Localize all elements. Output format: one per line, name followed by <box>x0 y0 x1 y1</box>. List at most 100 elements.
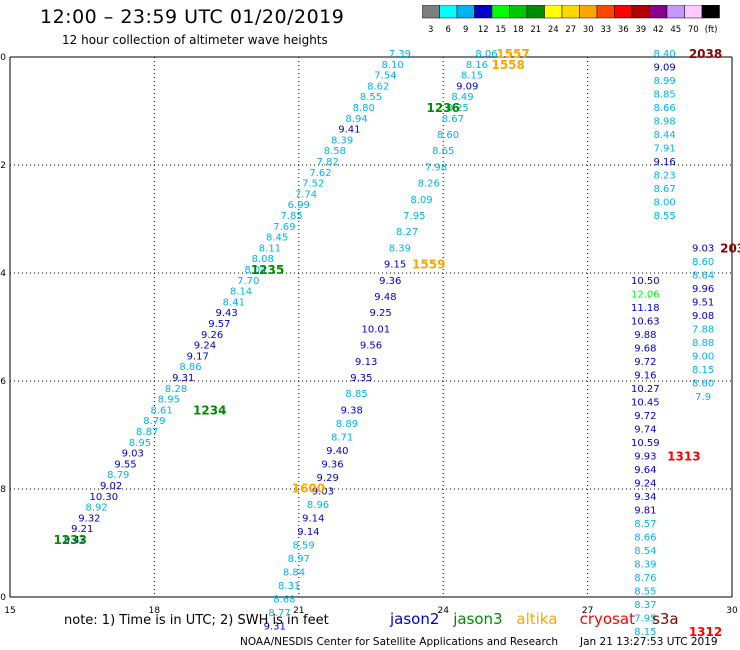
wave-height-point: 8.79 <box>107 470 129 481</box>
footer-note: note: 1) Time is in UTC; 2) SWH is in fe… <box>64 613 329 628</box>
wave-height-point: 8.16 <box>466 60 488 71</box>
scale-tick-label: 24 <box>548 25 559 35</box>
wave-height-point: 7.95 <box>403 211 425 222</box>
wave-height-point: 8.77 <box>268 608 290 619</box>
y-tick-label: -50 <box>0 593 6 603</box>
wave-height-point: 9.02 <box>100 481 122 492</box>
wave-height-point: 8.39 <box>389 243 411 254</box>
wave-height-point: 8.97 <box>288 554 310 565</box>
wave-height-point: 8.87 <box>136 427 158 438</box>
wave-height-point: 8.11 <box>259 243 281 254</box>
wave-height-point: 9.24 <box>634 478 656 489</box>
wave-height-point: 9.00 <box>692 351 714 362</box>
wave-height-point: 8.09 <box>410 195 432 206</box>
wave-height-point: 8.62 <box>367 81 389 92</box>
footer-timestamp: Jan 21 13:27:53 UTC 2019 <box>579 636 718 648</box>
chart-title: 12:00 – 23:59 UTC 01/20/2019 <box>40 6 345 28</box>
wave-height-point: 9.64 <box>634 465 656 476</box>
wave-height-point: 10.50 <box>631 276 660 287</box>
pass-time-label: 2038 <box>689 47 722 61</box>
pass-time-label: 1233 <box>53 533 86 547</box>
wave-height-point: 9.43 <box>215 308 237 319</box>
wave-height-point: 9.88 <box>634 330 656 341</box>
chart-subtitle: 12 hour collection of altimeter wave hei… <box>62 33 328 47</box>
wave-height-point: 7.98 <box>425 162 447 173</box>
wave-height-point: 8.61 <box>150 405 172 416</box>
wave-height-point: 11.18 <box>631 303 660 314</box>
wave-height-point: 9.25 <box>369 308 391 319</box>
wave-height-point: 8.64 <box>692 270 714 281</box>
wave-height-point: 9.55 <box>114 459 136 470</box>
wave-height-point: 9.40 <box>326 446 348 457</box>
legend-item-jason3: jason3 <box>452 610 502 628</box>
wave-height-point: 8.85 <box>345 389 367 400</box>
wave-height-point: 8.15 <box>634 627 656 638</box>
scale-tick-label: 30 <box>583 25 594 35</box>
wave-height-point: 7.88 <box>692 324 714 335</box>
pass-time-label: 2037 <box>720 241 740 255</box>
wave-height-point: 9.93 <box>634 451 656 462</box>
wave-height-point: 9.14 <box>302 513 324 524</box>
wave-height-point: 8.88 <box>692 338 714 349</box>
wave-height-point: 8.37 <box>634 600 656 611</box>
wave-height-point: 9.42 <box>64 535 86 546</box>
wave-height-point: 9.35 <box>350 373 372 384</box>
pass-time-label: 1236 <box>426 101 459 115</box>
wave-height-point: 8.66 <box>634 532 656 543</box>
pass-time-label: 1313 <box>667 449 700 463</box>
chart-footer: note: 1) Time is in UTC; 2) SWH is in fe… <box>64 610 718 648</box>
scale-tick-label: 42 <box>653 25 664 35</box>
wave-height-point: 8.80 <box>353 103 375 114</box>
wave-height-point: 7.62 <box>309 168 331 179</box>
wave-height-point: 8.98 <box>653 117 675 128</box>
wave-height-point: 9.03 <box>692 243 714 254</box>
wave-height-point: 8.45 <box>266 233 288 244</box>
wave-height-point: 8.94 <box>345 114 367 125</box>
pass-time-label: 1558 <box>491 58 524 72</box>
scale-unit-label: (ft) <box>705 25 718 35</box>
legend-item-cryosat: cryosat <box>580 610 635 628</box>
wave-height-point: 7.85 <box>280 211 302 222</box>
wave-height-point: 8.00 <box>653 198 675 209</box>
wave-height-point: 10.59 <box>631 438 660 449</box>
wave-height-point: 9.57 <box>208 319 230 330</box>
wave-height-point: 7.39 <box>389 49 411 60</box>
wave-height-point: 8.55 <box>634 586 656 597</box>
wave-height-point: 9.03 <box>122 449 144 460</box>
wave-height-point: 8.39 <box>331 135 353 146</box>
wave-height-point: 9.09 <box>456 81 478 92</box>
wave-height-point: 8.76 <box>634 573 656 584</box>
scale-tick-label: 6 <box>446 25 451 35</box>
wave-height-point: 7.52 <box>302 179 324 190</box>
wave-height-point: 7.69 <box>273 222 295 233</box>
wave-height-point: 8.57 <box>634 519 656 530</box>
wave-height-point: 8.08 <box>252 254 274 265</box>
wave-height-point: 8.49 <box>451 92 473 103</box>
scale-tick-label: 3 <box>428 25 433 35</box>
wave-height-point: 8.28 <box>165 384 187 395</box>
scale-tick-label: 21 <box>530 25 541 35</box>
wave-height-point: 8.26 <box>418 179 440 190</box>
y-tick-label: -44 <box>0 269 6 279</box>
wave-height-point: 9.32 <box>78 513 100 524</box>
wave-height-point: 12.06 <box>631 289 660 300</box>
wave-height-point: 8.60 <box>692 378 714 389</box>
wave-height-point: 8.60 <box>437 130 459 141</box>
wave-height-point: 8.58 <box>324 146 346 157</box>
wave-height-point: 8.06 <box>475 49 497 60</box>
wave-height-point: 10.30 <box>90 492 119 503</box>
wave-height-point: 7.95 <box>634 613 656 624</box>
wave-height-point: 8.27 <box>396 227 418 238</box>
x-tick-label: 27 <box>582 606 593 616</box>
wave-height-point: 8.04 <box>244 265 266 276</box>
scale-tick-label: 33 <box>600 25 611 35</box>
wave-height-point: 8.68 <box>273 594 295 605</box>
wave-height-point: 10.45 <box>631 397 660 408</box>
wave-height-point: 8.14 <box>230 287 252 298</box>
y-tick-label: -42 <box>0 161 6 171</box>
pass-time-label: 1559 <box>412 258 445 272</box>
scale-tick-label: 27 <box>565 25 576 35</box>
wave-height-point: 8.41 <box>223 297 245 308</box>
